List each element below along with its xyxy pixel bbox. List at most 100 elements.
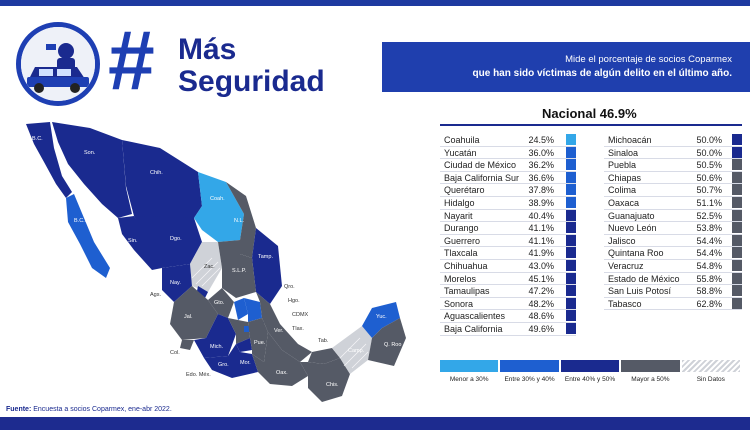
- map-label-camp: Camp.: [348, 348, 365, 354]
- map-label-chih: Chih.: [150, 170, 163, 176]
- police-car-logo-icon: [16, 22, 100, 106]
- map-state-cdmx: [244, 326, 250, 332]
- state-name: Tabasco: [608, 298, 642, 309]
- category-swatch: [566, 209, 576, 221]
- table-row: Baja California Sur 36.6%: [440, 171, 576, 185]
- category-swatch: [566, 234, 576, 246]
- state-name: Querétaro: [444, 185, 485, 196]
- state-value: 50.0%: [696, 135, 722, 145]
- map-label-tab: Tab.: [318, 338, 329, 344]
- map-state-col: [180, 340, 194, 350]
- legend-label: Entre 40% y 50%: [564, 376, 616, 383]
- state-name: Tlaxcala: [444, 248, 478, 259]
- state-value: 40.4%: [528, 210, 554, 221]
- state-value: 58.8%: [696, 286, 722, 297]
- legend-label: Mayor a 50%: [631, 376, 670, 383]
- top-accent-bar: [0, 0, 750, 6]
- category-swatch: [566, 247, 576, 259]
- mexico-map-svg: B.C. B.C.S. Son. Chih. Coah. N.L. Tamp. …: [26, 122, 406, 402]
- state-name: Guanajuato: [608, 210, 655, 221]
- state-value: 43.0%: [528, 260, 554, 271]
- table-row: Durango 41.1%: [440, 222, 576, 235]
- source-note: Fuente: Encuesta a socios Coparmex, ene-…: [6, 406, 172, 413]
- table-row: Oaxaca 51.1%: [604, 196, 742, 210]
- map-state-tab: [308, 348, 340, 364]
- table-row: Sinaloa 50.0%: [604, 146, 742, 160]
- map-label-gto: Gto.: [214, 300, 225, 306]
- hashtag-symbol: #: [108, 13, 155, 107]
- map-label-gro: Gro.: [218, 362, 229, 368]
- map-label-ver: Ver.: [274, 328, 284, 334]
- state-name: Veracruz: [608, 260, 644, 271]
- mexico-map: B.C. B.C.S. Son. Chih. Coah. N.L. Tamp. …: [22, 118, 422, 413]
- table-row: Aguascalientes 48.6%: [440, 310, 576, 323]
- map-state-coah: [194, 172, 244, 242]
- national-value: Nacional 46.9%: [542, 106, 637, 121]
- state-value: 53.8%: [696, 223, 722, 234]
- map-label-ags: Ags.: [150, 292, 161, 298]
- state-value: 52.5%: [696, 210, 722, 221]
- state-name: Yucatán: [444, 147, 477, 158]
- category-swatch: [732, 184, 742, 196]
- category-swatch: [566, 272, 576, 284]
- map-state-jal: [170, 286, 218, 340]
- state-name: Guerrero: [444, 235, 481, 246]
- table-column-right: Michoacán 50.0% Sinaloa 50.0% Puebla 50.5% Chi…: [604, 134, 742, 311]
- map-label-nay: Nay.: [170, 280, 181, 286]
- legend-label: Menor a 30%: [449, 376, 489, 383]
- map-label-dgo: Dgo.: [170, 236, 182, 242]
- state-value: 24.5%: [528, 135, 554, 145]
- subtitle-line-1: Mide el porcentaje de socios Coparmex: [565, 54, 732, 65]
- state-name: Nuevo León: [608, 223, 657, 234]
- category-swatch: [732, 134, 742, 145]
- category-swatch: [566, 146, 576, 158]
- state-value: 50.0%: [696, 147, 722, 158]
- map-state-dgo: [134, 216, 202, 268]
- state-value: 49.6%: [528, 323, 554, 334]
- category-swatch: [732, 272, 742, 284]
- table-row: San Luis Potosí 58.8%: [604, 285, 742, 298]
- map-label-mor: Mor.: [240, 360, 251, 366]
- table-row: Colima 50.7%: [604, 184, 742, 197]
- state-value: 50.7%: [696, 185, 722, 196]
- map-state-qro: [234, 298, 248, 320]
- category-swatch: [732, 209, 742, 221]
- legend-label: Entre 30% y 40%: [504, 376, 555, 383]
- table-row: Ciudad de México 36.2%: [440, 159, 576, 172]
- category-swatch: [732, 259, 742, 271]
- state-name: Jalisco: [608, 235, 636, 246]
- map-label-slp: S.L.P.: [232, 268, 247, 274]
- table-row: Guanajuato 52.5%: [604, 209, 742, 223]
- state-value: 41.1%: [528, 223, 554, 234]
- map-label-qro: Qro.: [284, 284, 295, 290]
- map-state-oax: [252, 332, 308, 386]
- map-label-pue: Pue.: [254, 340, 266, 346]
- legend-swatch: [681, 360, 740, 372]
- state-value: 36.2%: [528, 160, 554, 171]
- legend-swatch: [621, 360, 680, 372]
- state-name: San Luis Potosí: [608, 286, 672, 297]
- category-swatch: [732, 159, 742, 171]
- table-row: Estado de México 55.8%: [604, 272, 742, 286]
- category-swatch: [732, 297, 742, 309]
- map-state-qroo: [368, 318, 406, 366]
- state-value: 36.6%: [528, 172, 554, 183]
- legend-swatch: [560, 360, 620, 372]
- map-label-sin: Sin.: [128, 238, 138, 244]
- map-label-bcs: B.C.S.: [74, 218, 90, 224]
- table-row: Tlaxcala 41.9%: [440, 247, 576, 260]
- state-name: Ciudad de México: [444, 160, 517, 171]
- state-name: Nayarit: [444, 210, 473, 221]
- map-state-tamp: [252, 228, 282, 304]
- category-swatch: [566, 222, 576, 234]
- table-row: Coahuila 24.5%: [440, 134, 576, 147]
- map-state-son: [52, 122, 132, 218]
- table-row: Tabasco 62.8%: [604, 297, 742, 311]
- category-swatch: [732, 285, 742, 297]
- state-value: 51.1%: [696, 197, 722, 208]
- map-state-gto: [208, 288, 234, 318]
- state-name: Aguascalientes: [444, 311, 506, 322]
- map-label-bc: B.C.: [32, 136, 43, 142]
- state-value: 48.2%: [528, 298, 554, 309]
- state-value: 55.8%: [696, 273, 722, 284]
